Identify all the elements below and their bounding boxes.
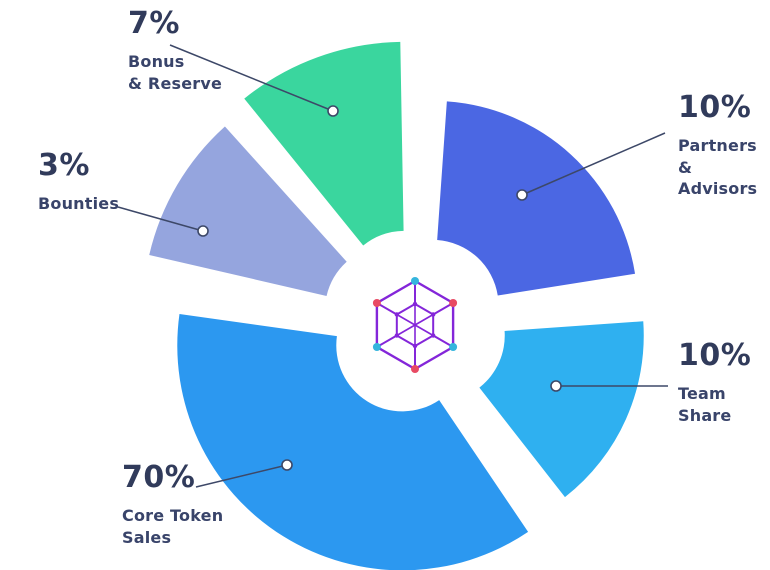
logo-node-red	[372, 299, 381, 307]
callout-line-bounties	[117, 206, 204, 232]
slice-name: Core Token Sales	[122, 505, 223, 548]
logo-node-cyan	[449, 343, 458, 351]
slice-percentage: 3%	[38, 148, 90, 183]
logo-node-inner	[394, 333, 400, 338]
logo-node-inner	[394, 312, 400, 317]
slice-percentage: 70%	[122, 460, 196, 495]
logo-node-cyan	[372, 343, 381, 351]
slice-label-bonus-reserve: 7% Bonus & Reserve	[128, 6, 222, 94]
pie-slice-team-share	[479, 321, 644, 498]
callout-dot-team-share	[550, 380, 562, 392]
logo-node-inner	[430, 333, 436, 338]
slice-name-line: & Reserve	[128, 73, 223, 93]
slice-name-line: Team	[678, 384, 726, 403]
slice-percentage: 7%	[128, 6, 180, 41]
slice-name: Bounties	[38, 193, 119, 215]
pie-slice-core-token-sales	[177, 314, 529, 570]
slice-label-team-share: 10% Team Share	[678, 338, 751, 426]
slice-label-partners-advisors: 10% Partners & Advisors	[678, 90, 770, 200]
slice-name: Bonus & Reserve	[128, 51, 222, 94]
slice-name-line: Bonus	[128, 52, 185, 71]
logo-node-inner	[412, 343, 418, 349]
logo-node-red	[411, 365, 419, 373]
logo-node-red	[449, 299, 458, 307]
callout-line-core-token-sales	[195, 464, 288, 488]
slice-name-line: Partners	[678, 136, 757, 155]
slice-name: Team Share	[678, 383, 751, 426]
callout-line-partners-advisors	[521, 132, 666, 196]
slice-name: Partners & Advisors	[678, 135, 770, 200]
pie-slice-partners-advisors	[437, 101, 636, 296]
logo-node-inner	[430, 312, 436, 317]
logo-node-inner	[412, 301, 418, 307]
pie-slice-bonus-reserve	[244, 41, 404, 246]
callout-dot-partners-advisors	[516, 189, 528, 201]
slice-name-line: Bounties	[38, 194, 120, 213]
logo-diagonal	[396, 313, 434, 337]
slice-label-bounties: 3% Bounties	[38, 148, 119, 215]
slice-label-core-token-sales: 70% Core Token Sales	[122, 460, 223, 548]
slice-percentage: 10%	[678, 90, 752, 125]
callout-line-bonus-reserve	[169, 44, 334, 112]
logo-node-cyan	[411, 277, 419, 285]
pie-slice-bounties	[149, 126, 347, 296]
callout-dot-bounties	[197, 225, 209, 237]
slice-name-line: & Advisors	[678, 157, 758, 199]
slice-name-line: Core Token	[122, 506, 224, 525]
slice-name-line: Sales	[122, 527, 172, 547]
slice-percentage: 10%	[678, 338, 752, 373]
slice-name-line: Share	[678, 405, 732, 425]
callout-dot-bonus-reserve	[327, 105, 339, 117]
callout-dot-core-token-sales	[281, 459, 293, 471]
